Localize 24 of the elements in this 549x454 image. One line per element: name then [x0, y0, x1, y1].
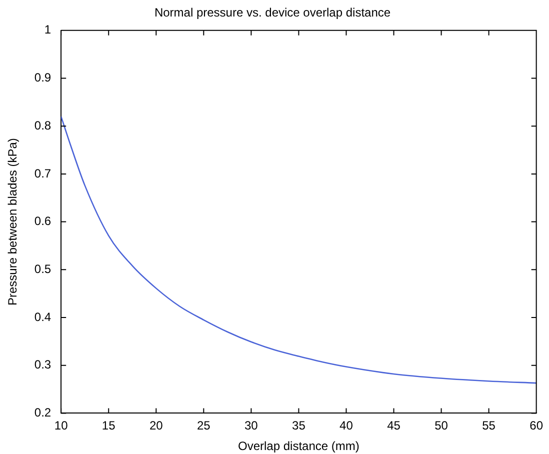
y-tick-label: 0.7 [34, 166, 52, 180]
y-tick-label: 0.9 [34, 70, 52, 85]
x-tick-label: 30 [244, 418, 258, 433]
y-axis-title: Pressure between blades (kPa) [6, 138, 20, 306]
x-tick-label: 10 [54, 418, 68, 433]
x-tick-label: 60 [530, 418, 544, 433]
y-tick-label: 1 [44, 22, 52, 37]
x-tick-label: 25 [196, 418, 211, 433]
line-series [61, 116, 536, 384]
x-tick-label: 45 [387, 418, 401, 433]
y-tick-label: 0.2 [34, 406, 52, 420]
y-tick-label: 0.3 [34, 358, 52, 372]
chart-title: Normal pressure vs. device overlap distance [154, 6, 391, 20]
x-tick-label: 50 [434, 418, 448, 433]
x-tick-label: 15 [102, 418, 116, 433]
x-tick-label: 40 [340, 418, 354, 433]
x-tick-label: 20 [149, 418, 164, 433]
x-tick-label: 55 [482, 418, 496, 433]
y-tick-label: 0.8 [34, 118, 52, 132]
y-tick-label: 0.4 [34, 310, 52, 324]
x-axis-title: Overlap distance (mm) [238, 439, 360, 454]
y-tick-label: 0.5 [34, 262, 52, 276]
y-tick-label: 0.6 [34, 214, 52, 228]
x-tick-label: 35 [292, 418, 306, 433]
